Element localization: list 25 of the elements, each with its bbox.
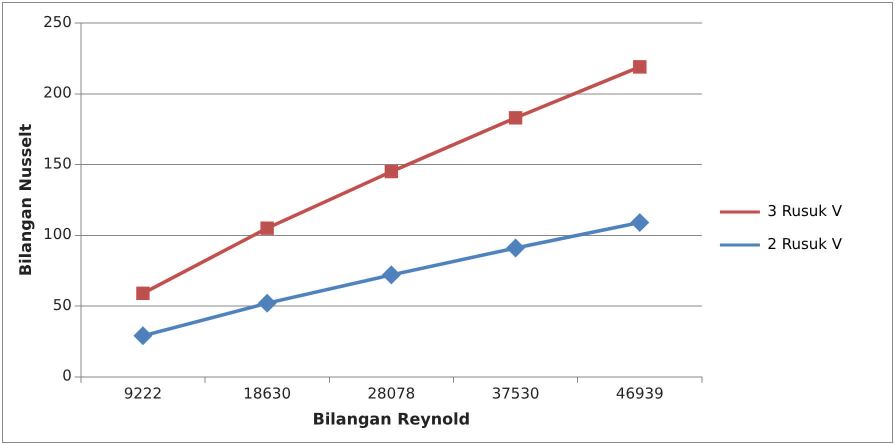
y-tick-label: 50 bbox=[52, 296, 72, 314]
x-tick-label: 18630 bbox=[243, 384, 292, 403]
point bbox=[508, 111, 522, 125]
y-tick-label: 150 bbox=[43, 154, 72, 172]
x-tick-label: 9222 bbox=[124, 384, 162, 403]
y-tick-label: 200 bbox=[43, 84, 72, 102]
x-axis-title: Bilangan Reynold bbox=[312, 410, 470, 429]
point bbox=[631, 214, 649, 232]
point bbox=[633, 60, 646, 74]
point bbox=[384, 164, 398, 178]
point bbox=[258, 294, 276, 312]
point bbox=[134, 327, 152, 345]
y-axis-title: Bilangan Nusselt bbox=[16, 123, 35, 276]
legend-label: 2 Rusuk V bbox=[767, 234, 843, 253]
x-tick-label: 28078 bbox=[368, 384, 416, 403]
point bbox=[506, 239, 524, 257]
y-tick-label: 0 bbox=[62, 366, 72, 385]
x-tick-label: 37530 bbox=[492, 384, 540, 403]
point bbox=[260, 222, 274, 235]
y-tick-label: 100 bbox=[43, 225, 72, 244]
x-tick-label: 46939 bbox=[616, 384, 664, 403]
point bbox=[382, 266, 400, 284]
legend-label: 3 Rusuk V bbox=[767, 202, 843, 220]
y-tick-label: 250 bbox=[43, 12, 72, 31]
point bbox=[136, 286, 150, 300]
